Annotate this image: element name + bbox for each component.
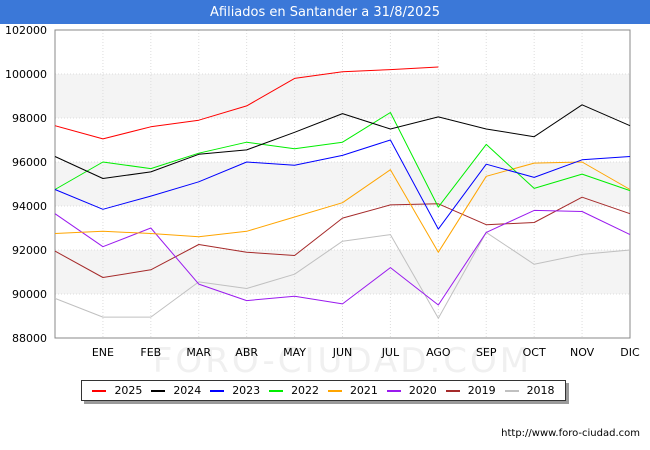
legend-swatch xyxy=(210,389,225,392)
legend-swatch xyxy=(327,389,342,392)
legend-item-2025: 2025 xyxy=(92,384,142,397)
series-line-2019 xyxy=(54,196,631,278)
series-line-2018 xyxy=(54,231,631,319)
watermark-text: FORO-CIUDAD.COM xyxy=(153,341,532,381)
legend-item-2022: 2022 xyxy=(269,384,319,397)
y-tick-label: 90000 xyxy=(12,288,47,301)
x-tick-label: MAY xyxy=(283,346,306,359)
series-line-2022 xyxy=(54,112,631,208)
x-tick-label: OCT xyxy=(523,346,546,359)
y-tick-label: 96000 xyxy=(12,156,47,169)
x-tick-label: JUN xyxy=(332,346,353,359)
x-tick-label: ENE xyxy=(92,346,114,359)
x-tick-label: MAR xyxy=(186,346,211,359)
y-tick-label: 100000 xyxy=(5,68,47,81)
legend-item-2024: 2024 xyxy=(151,384,201,397)
chart-title: Afiliados en Santander a 31/8/2025 xyxy=(210,4,440,20)
x-tick-label: SEP xyxy=(476,346,497,359)
plot-band xyxy=(55,118,630,162)
legend-label: 2018 xyxy=(526,384,555,397)
legend-item-2018: 2018 xyxy=(504,384,555,397)
series-line-2024 xyxy=(54,104,631,179)
plot-band xyxy=(55,250,630,294)
x-tick-label: AGO xyxy=(426,346,451,359)
legend-label: 2025 xyxy=(114,384,143,397)
y-tick-label: 98000 xyxy=(12,112,47,125)
legend-item-2020: 2020 xyxy=(386,384,437,397)
y-tick-label: 94000 xyxy=(12,200,47,213)
x-tick-label: DIC xyxy=(620,346,640,359)
legend-label: 2023 xyxy=(232,384,261,397)
legend-item-2021: 2021 xyxy=(327,384,378,397)
y-tick-label: 92000 xyxy=(12,244,47,257)
legend-item-2019: 2019 xyxy=(445,384,496,397)
x-tick-label: FEB xyxy=(140,346,161,359)
legend-swatch xyxy=(445,389,460,392)
legend-swatch xyxy=(269,389,284,392)
y-tick-label: 102000 xyxy=(5,24,47,37)
x-tick-label: JUL xyxy=(381,346,400,359)
chart-legend: 2025 2024 2023 2022 2021 2020 2019 2018 xyxy=(81,380,566,401)
legend-label: 2020 xyxy=(408,384,437,397)
legend-swatch xyxy=(92,389,107,392)
chart-title-bar: Afiliados en Santander a 31/8/2025 xyxy=(0,0,650,24)
series-line-2025 xyxy=(54,66,439,140)
source-url: http://www.foro-ciudad.com xyxy=(501,428,640,439)
y-tick-label: 88000 xyxy=(12,332,47,345)
legend-swatch xyxy=(151,389,166,392)
series-line-2021 xyxy=(54,161,631,253)
x-tick-label: NOV xyxy=(570,346,595,359)
x-tick-label: ABR xyxy=(235,346,258,359)
legend-label: 2019 xyxy=(467,384,496,397)
series-line-2020 xyxy=(54,209,631,306)
legend-label: 2021 xyxy=(349,384,378,397)
legend-swatch xyxy=(386,389,401,392)
series-line-2023 xyxy=(54,139,631,230)
legend-swatch xyxy=(504,389,519,392)
legend-label: 2022 xyxy=(291,384,320,397)
legend-item-2023: 2023 xyxy=(210,384,260,397)
legend-label: 2024 xyxy=(173,384,202,397)
plot-frame xyxy=(54,29,631,339)
